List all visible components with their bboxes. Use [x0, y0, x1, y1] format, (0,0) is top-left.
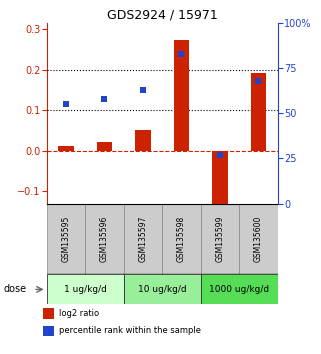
Bar — [201, 204, 239, 274]
Title: GDS2924 / 15971: GDS2924 / 15971 — [107, 9, 218, 22]
Text: dose: dose — [3, 284, 26, 295]
Bar — [85, 204, 124, 274]
Bar — [97, 142, 112, 151]
Point — [63, 101, 68, 107]
Bar — [212, 151, 228, 204]
Bar — [47, 204, 85, 274]
Text: 10 ug/kg/d: 10 ug/kg/d — [138, 285, 187, 294]
Text: GSM135597: GSM135597 — [138, 216, 147, 262]
Bar — [124, 274, 201, 304]
Bar — [135, 130, 151, 151]
Point — [102, 96, 107, 102]
Bar — [201, 274, 278, 304]
Point — [179, 51, 184, 57]
Bar — [58, 146, 74, 151]
Point — [217, 152, 222, 158]
Text: GSM135595: GSM135595 — [61, 216, 70, 262]
Bar — [162, 204, 201, 274]
Text: GSM135599: GSM135599 — [215, 216, 224, 262]
Bar — [42, 308, 54, 319]
Text: 1 ug/kg/d: 1 ug/kg/d — [64, 285, 107, 294]
Text: percentile rank within the sample: percentile rank within the sample — [59, 326, 201, 336]
Point — [256, 78, 261, 84]
Text: log2 ratio: log2 ratio — [59, 309, 99, 318]
Bar — [174, 40, 189, 151]
Bar — [124, 204, 162, 274]
Text: GSM135598: GSM135598 — [177, 216, 186, 262]
Bar — [251, 73, 266, 151]
Text: GSM135596: GSM135596 — [100, 216, 109, 262]
Point — [140, 87, 145, 93]
Text: 1000 ug/kg/d: 1000 ug/kg/d — [209, 285, 269, 294]
Text: GSM135600: GSM135600 — [254, 216, 263, 262]
Bar — [47, 274, 124, 304]
Bar — [239, 204, 278, 274]
Bar — [42, 326, 54, 336]
